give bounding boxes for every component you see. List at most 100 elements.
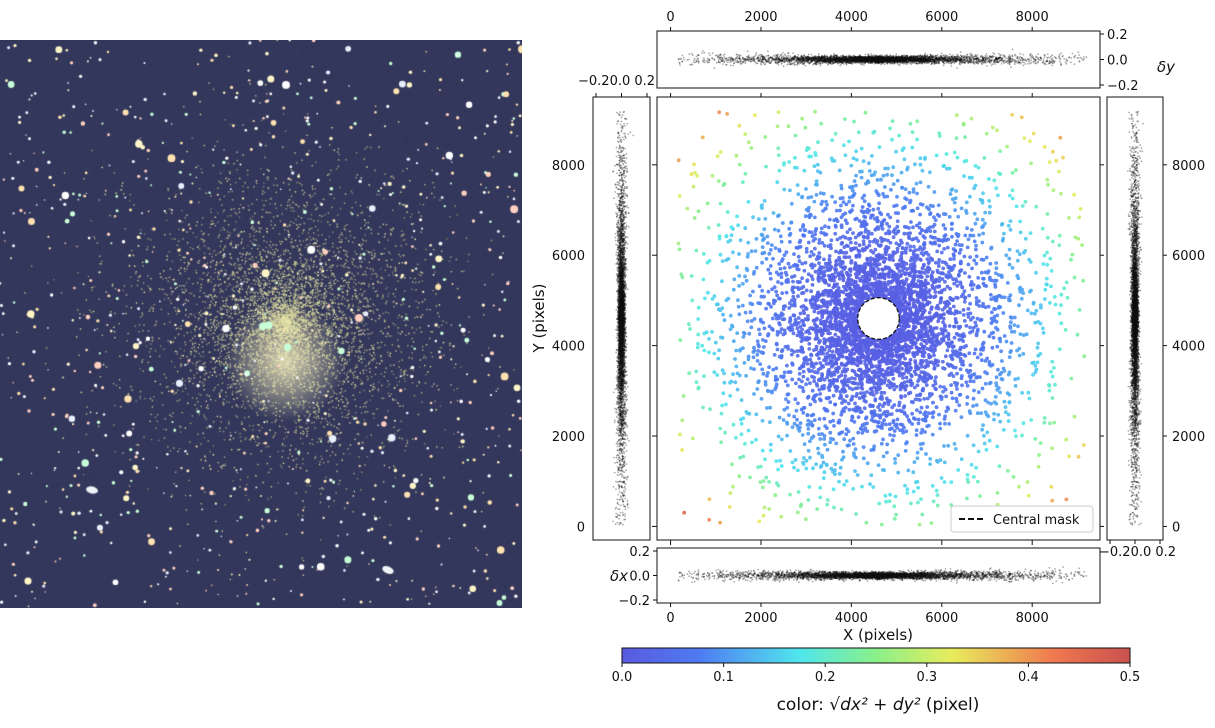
scatter-point bbox=[917, 422, 921, 426]
scatter-point bbox=[943, 422, 947, 426]
scatter-point bbox=[840, 354, 844, 358]
scatter-point bbox=[823, 407, 827, 411]
scatter-point bbox=[949, 275, 953, 279]
scatter-point bbox=[923, 430, 927, 434]
scatter-point bbox=[817, 427, 821, 431]
scatter-point bbox=[923, 365, 927, 369]
scatter-point bbox=[821, 275, 825, 279]
scatter-point bbox=[911, 470, 915, 474]
scatter-point bbox=[906, 289, 910, 293]
scatter-point bbox=[942, 312, 946, 316]
scatter-point bbox=[878, 244, 882, 248]
scatter-point bbox=[885, 173, 889, 177]
scatter-point bbox=[913, 162, 917, 166]
scatter-point bbox=[1053, 383, 1057, 387]
scatter-point bbox=[863, 406, 867, 410]
scatter-point bbox=[932, 353, 936, 357]
scatter-point bbox=[865, 521, 869, 525]
scatter-point bbox=[755, 353, 759, 357]
scatter-point bbox=[995, 375, 999, 379]
scatter-point bbox=[845, 356, 849, 360]
scatter-point bbox=[1045, 283, 1049, 287]
scatter-point bbox=[966, 246, 970, 250]
scatter-point bbox=[904, 369, 908, 373]
scatter-point bbox=[849, 164, 853, 168]
scatter-point bbox=[695, 380, 699, 384]
scatter-point bbox=[751, 215, 755, 219]
scatter-point bbox=[788, 240, 792, 244]
scatter-point bbox=[985, 256, 989, 260]
scatter-point bbox=[850, 415, 854, 419]
scatter-point bbox=[804, 187, 808, 191]
scatter-point bbox=[886, 367, 890, 371]
scatter-point bbox=[697, 209, 701, 213]
scatter-point bbox=[817, 432, 821, 436]
scatter-point bbox=[1006, 281, 1010, 285]
scatter-point bbox=[803, 269, 807, 273]
scatter-point bbox=[900, 410, 904, 414]
scatter-point bbox=[893, 299, 897, 303]
scatter-point bbox=[802, 323, 806, 327]
scatter-point bbox=[787, 227, 791, 231]
scatter-point bbox=[868, 482, 872, 486]
scatter-point bbox=[677, 158, 681, 162]
scatter-point bbox=[858, 352, 862, 356]
scatter-point bbox=[871, 214, 875, 218]
scatter-point bbox=[818, 267, 822, 271]
scatter-point bbox=[813, 164, 817, 168]
scatter-point bbox=[947, 345, 951, 349]
scatter-point bbox=[749, 366, 753, 370]
scatter-point bbox=[860, 176, 864, 180]
scatter-point bbox=[791, 461, 795, 465]
scatter-point bbox=[846, 278, 850, 282]
scatter-point bbox=[909, 296, 913, 300]
scatter-point bbox=[907, 350, 911, 354]
scatter-point bbox=[1036, 342, 1040, 346]
scatter-point bbox=[850, 343, 854, 347]
scatter-point bbox=[834, 442, 838, 446]
scatter-point bbox=[936, 339, 940, 343]
scatter-point bbox=[868, 204, 872, 208]
scatter-point bbox=[818, 417, 822, 421]
scatter-point bbox=[968, 409, 972, 413]
scatter-point bbox=[901, 319, 905, 323]
scatter-point bbox=[931, 270, 935, 274]
scatter-point bbox=[773, 353, 777, 357]
scatter-point bbox=[1032, 301, 1036, 305]
scatter-point bbox=[742, 335, 746, 339]
scatter-point bbox=[916, 311, 920, 315]
scatter-point bbox=[732, 277, 736, 281]
scatter-point bbox=[763, 327, 767, 331]
scatter-point bbox=[1052, 188, 1056, 192]
scatter-point bbox=[762, 251, 766, 255]
scatter-point bbox=[946, 246, 950, 250]
scatter-point bbox=[888, 433, 892, 437]
scatter-point bbox=[953, 208, 957, 212]
scatter-point bbox=[868, 376, 872, 380]
scatter-point bbox=[895, 275, 899, 279]
scatter-point bbox=[939, 299, 943, 303]
scatter-point bbox=[927, 424, 931, 428]
scatter-point bbox=[860, 387, 864, 391]
scatter-point bbox=[955, 239, 959, 243]
scatter-point bbox=[854, 512, 858, 516]
scatter-point bbox=[920, 328, 924, 332]
scatter-point bbox=[781, 313, 785, 317]
scatter-point bbox=[903, 307, 907, 311]
scatter-point bbox=[862, 239, 866, 243]
scatter-point bbox=[860, 383, 864, 387]
scatter-point bbox=[942, 247, 946, 251]
scatter-point bbox=[821, 298, 825, 302]
scatter-point bbox=[837, 480, 841, 484]
scatter-point bbox=[804, 261, 808, 265]
scatter-point bbox=[836, 238, 840, 242]
scatter-point bbox=[972, 475, 976, 479]
scatter-point bbox=[841, 274, 845, 278]
scatter-point bbox=[928, 311, 932, 315]
scatter-point bbox=[1016, 377, 1020, 381]
scatter-point bbox=[982, 277, 986, 281]
scatter-point bbox=[848, 255, 852, 259]
scatter-point bbox=[749, 326, 753, 330]
scatter-point bbox=[871, 370, 875, 374]
scatter-point bbox=[961, 363, 965, 367]
